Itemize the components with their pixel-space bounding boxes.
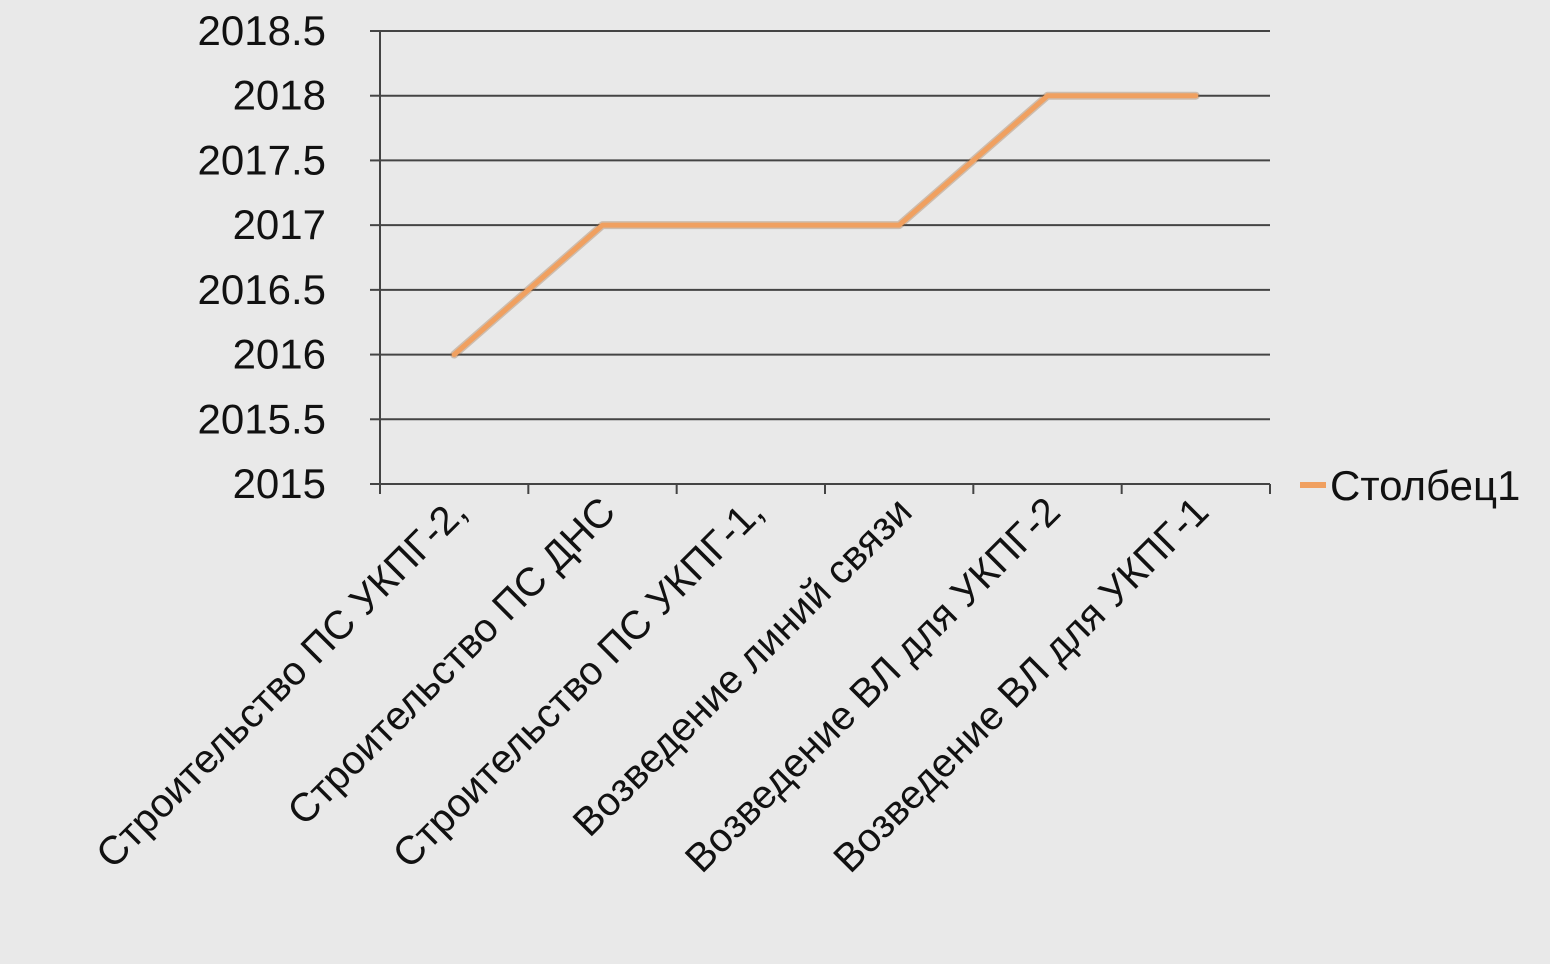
y-tick-label: 2017 xyxy=(233,201,326,248)
y-tick-label: 2018 xyxy=(233,72,326,119)
series-line xyxy=(451,93,1199,358)
y-tick-label: 2018.5 xyxy=(198,7,326,54)
axes xyxy=(379,31,1270,485)
y-tick-label: 2017.5 xyxy=(198,136,326,183)
series-group xyxy=(450,91,1200,359)
x-tick-labels: Строительство ПС УКПГ-2,Строительство ПС… xyxy=(88,489,1217,881)
y-tick-labels: 2015 2015.5 2016 2016.5 2017 2017.5 2018 2018.5 xyxy=(198,7,326,507)
y-tick-label: 2015 xyxy=(233,460,326,507)
gridlines xyxy=(370,30,1271,494)
y-tick-label: 2015.5 xyxy=(198,395,326,442)
legend-label: Столбец1 xyxy=(1330,462,1520,509)
y-tick-label: 2016 xyxy=(233,331,326,378)
legend: Столбец1 xyxy=(1300,462,1520,509)
y-tick-label: 2016.5 xyxy=(198,266,326,313)
